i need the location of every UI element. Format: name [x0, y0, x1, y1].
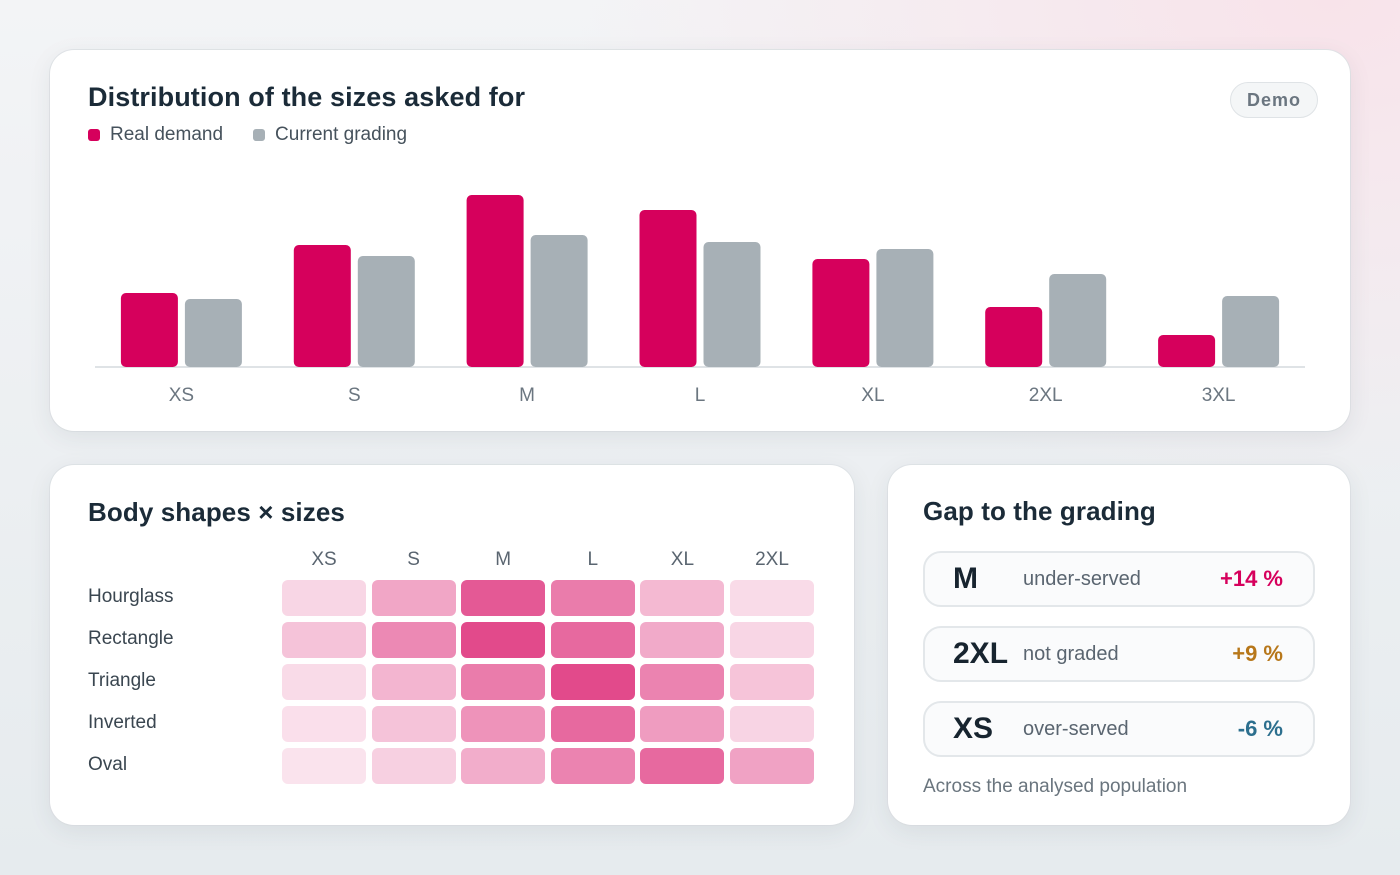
- heatmap-card: Body shapes × sizes XS S M L XL 2XL Hourglass R…: [50, 465, 854, 825]
- x-tick-label: S: [348, 385, 361, 406]
- gap-value: +9 %: [1232, 641, 1283, 666]
- bar-real-demand-xs: [120, 293, 178, 367]
- heatmap-cell-hourglass-s: [371, 580, 456, 616]
- gap-description: not graded: [1023, 643, 1119, 665]
- legend-swatch-current-grading: [253, 129, 266, 141]
- heatmap-cell-rectangle-m: [461, 622, 546, 658]
- x-tick-label: L: [695, 385, 706, 406]
- heatmap-cell-oval-2xl: [730, 748, 814, 784]
- legend-label-current-grading: Current grading: [275, 124, 408, 145]
- gap-row-m: M under-served +14 %: [923, 551, 1315, 607]
- heatmap-cell-rectangle-xs: [282, 622, 366, 658]
- heatmap-cell-inverted-l: [550, 706, 635, 742]
- heatmap-cell-oval-xs: [282, 748, 366, 784]
- heatmap-row-label: Oval: [88, 754, 128, 775]
- x-tick-label: 2XL: [1029, 385, 1063, 406]
- gap-value: -6 %: [1237, 716, 1283, 741]
- distribution-card: Distribution of the sizes asked for Real…: [50, 50, 1350, 431]
- chart-legend: Real demand Current grading: [88, 124, 407, 146]
- bar-current-grading-xs: [184, 299, 242, 367]
- bar-current-grading-xl: [876, 249, 934, 367]
- heatmap-cell-oval-m: [461, 748, 546, 784]
- heatmap-cell-rectangle-s: [371, 622, 456, 658]
- heatmap-row-label: Rectangle: [88, 628, 174, 649]
- heatmap-cell-rectangle-xl: [640, 622, 725, 658]
- heatmap-row-label: Hourglass: [88, 586, 174, 607]
- gap-description: under-served: [1023, 568, 1141, 590]
- heatmap-col-label: M: [495, 549, 512, 570]
- gap-description: over-served: [1023, 718, 1129, 740]
- demo-badge: Demo: [1229, 82, 1318, 118]
- legend-label-real-demand: Real demand: [110, 124, 224, 145]
- bar-current-grading-3xl: [1222, 296, 1280, 367]
- gap-row-xs: XS over-served -6 %: [923, 701, 1315, 757]
- gap-size: M: [953, 562, 978, 595]
- heatmap-cell-triangle-xl: [640, 664, 725, 700]
- heatmap-title: Body shapes × sizes: [88, 497, 345, 527]
- heatmap-cell-hourglass-l: [550, 580, 635, 616]
- gap-size: 2XL: [953, 637, 1009, 670]
- bar-real-demand-3xl: [1158, 335, 1216, 367]
- gap-card: Gap to the grading M under-served +14 % …: [888, 465, 1350, 825]
- heatmap-cell-inverted-xl: [640, 706, 725, 742]
- x-tick-label: XL: [861, 385, 884, 406]
- heatmap-col-label: XS: [311, 549, 337, 570]
- gap-footnote: Across the analysed population: [923, 776, 1188, 797]
- heatmap-cell-oval-l: [550, 748, 635, 784]
- heatmap-cell-triangle-s: [371, 664, 456, 700]
- bar-current-grading-s: [357, 256, 415, 367]
- heatmap-cell-triangle-xs: [282, 664, 366, 700]
- gap-title: Gap to the grading: [923, 496, 1156, 526]
- heatmap-col-label: XL: [670, 549, 695, 570]
- heatmap-cell-triangle-2xl: [730, 664, 814, 700]
- heatmap-row-label: Triangle: [88, 670, 156, 691]
- legend-item-current-grading: Current grading: [253, 124, 407, 146]
- heatmap-cell-hourglass-xs: [282, 580, 366, 616]
- bar-current-grading-m: [530, 235, 588, 367]
- x-tick-label: XS: [169, 385, 194, 406]
- legend-item-real-demand: Real demand: [88, 124, 223, 146]
- heatmap-cell-inverted-xs: [282, 706, 366, 742]
- heatmap-cell-inverted-m: [461, 706, 546, 742]
- heatmap-col-label: 2XL: [755, 549, 789, 570]
- heatmap-cell-hourglass-xl: [640, 580, 725, 616]
- heatmap-row-label: Inverted: [88, 712, 157, 733]
- heatmap-cell-oval-s: [371, 748, 456, 784]
- heatmap-cell-triangle-l: [550, 664, 635, 700]
- gap-value: +14 %: [1220, 566, 1283, 591]
- gap-row-2xl: 2XL not graded +9 %: [923, 626, 1315, 682]
- x-tick-label: M: [519, 385, 535, 406]
- bar-real-demand-s: [293, 245, 351, 367]
- heatmap-cell-triangle-m: [461, 664, 546, 700]
- bar-current-grading-2xl: [1049, 274, 1107, 367]
- bar-real-demand-2xl: [985, 307, 1043, 367]
- bar-chart: XS S M L XL 2XL 3XL: [95, 195, 1305, 406]
- heatmap-cell-rectangle-2xl: [730, 622, 814, 658]
- legend-swatch-real-demand: [88, 129, 100, 141]
- bar-current-grading-l: [703, 242, 761, 367]
- bar-real-demand-l: [639, 210, 697, 367]
- heatmap-cell-hourglass-2xl: [730, 580, 814, 616]
- heatmap-cell-hourglass-m: [461, 580, 546, 616]
- x-tick-label: 3XL: [1202, 385, 1236, 406]
- heatmap-col-label: S: [407, 549, 420, 570]
- bar-real-demand-m: [466, 195, 524, 367]
- heatmap-cell-oval-xl: [640, 748, 725, 784]
- heatmap-cell-inverted-2xl: [730, 706, 814, 742]
- distribution-title: Distribution of the sizes asked for: [88, 82, 526, 112]
- heatmap-cell-inverted-s: [371, 706, 456, 742]
- bar-real-demand-xl: [812, 259, 870, 367]
- gap-size: XS: [953, 712, 994, 745]
- heatmap-col-label: L: [587, 549, 599, 570]
- heatmap-cell-rectangle-l: [550, 622, 635, 658]
